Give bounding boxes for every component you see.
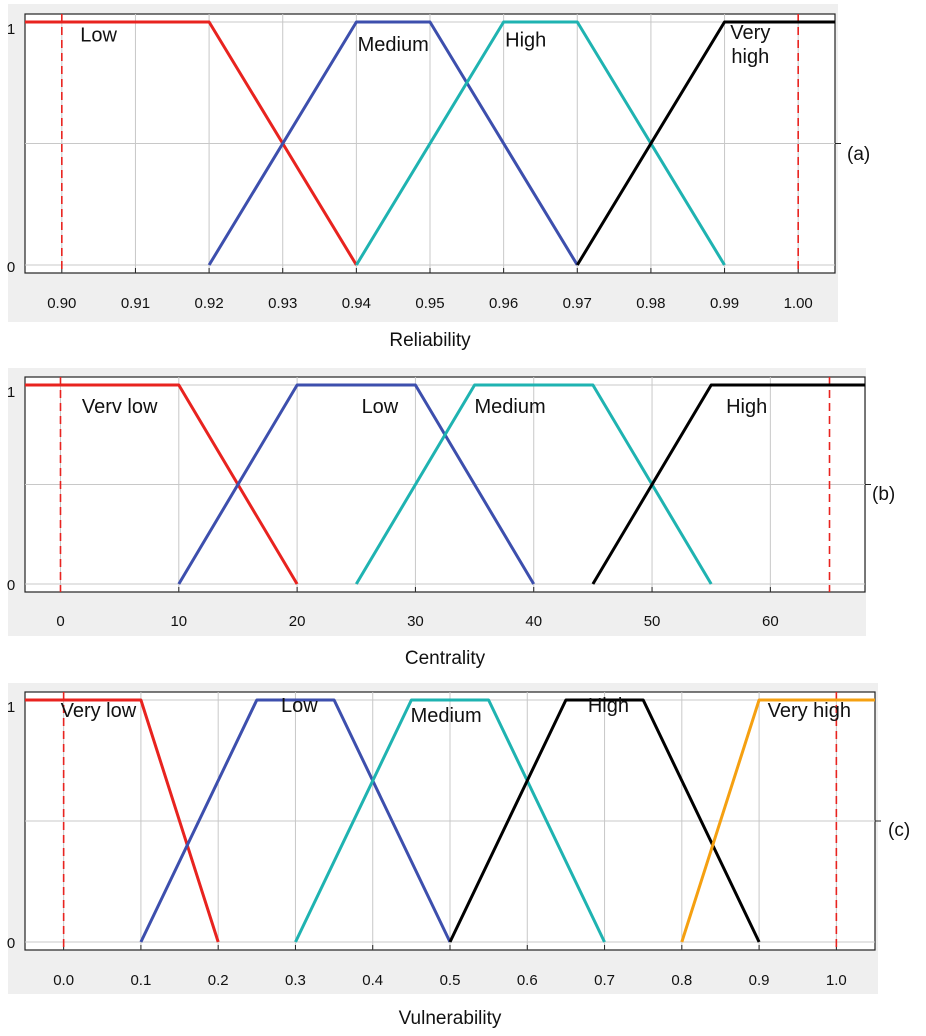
- series-line-very-low: [25, 698, 220, 943]
- series-label: Very low: [61, 700, 137, 722]
- x-tick-label: 0.92: [194, 295, 223, 312]
- x-tick-label: 0: [56, 613, 64, 630]
- x-tick-label: 50: [644, 613, 661, 630]
- series-label-line: high: [731, 46, 769, 68]
- series-label: Medium: [411, 705, 482, 727]
- x-tick-label: 30: [407, 613, 424, 630]
- series-label: Medium: [358, 34, 429, 56]
- y-tick-label: 1: [7, 21, 15, 38]
- x-tick-label: 0.90: [47, 295, 76, 312]
- series-label: Low: [80, 24, 117, 46]
- y-tick-label: 1: [7, 384, 15, 401]
- series-label: High: [505, 29, 546, 51]
- x-axis-label: Centrality: [405, 648, 486, 669]
- series-line-high: [591, 383, 865, 585]
- panel-label: (b): [872, 484, 895, 505]
- x-tick-label: 20: [289, 613, 306, 630]
- x-tick-label: 0.7: [594, 972, 615, 989]
- series-line-low: [139, 698, 452, 943]
- panel-label: (c): [888, 820, 910, 841]
- x-tick-label: 0.3: [285, 972, 306, 989]
- x-tick-label: 0.91: [121, 295, 150, 312]
- series-line-medium: [207, 20, 579, 266]
- y-tick-label: 0: [7, 935, 15, 952]
- x-tick-label: 0.98: [636, 295, 665, 312]
- x-tick-label: 0.97: [563, 295, 592, 312]
- x-tick-label: 0.2: [208, 972, 229, 989]
- chart-panel-1: 0.90 0.91 0.92 0.93 0.94 0.95 0.96 0.97 0.98 0.99…: [7, 4, 870, 351]
- x-tick-label: 1.00: [784, 295, 813, 312]
- chart-panel-3: 0.0 0.1 0.2 0.3 0.4 0.5 0.6 0.7 0.8 0.9 1.0 1 0 Very …: [7, 683, 910, 1029]
- series-line-very-high: [576, 20, 835, 266]
- x-tick-label: 40: [525, 613, 542, 630]
- x-tick-label: 0.95: [415, 295, 444, 312]
- series-label: Very high: [730, 22, 770, 68]
- series-label: High: [726, 396, 767, 418]
- x-tick-label: 0.6: [517, 972, 538, 989]
- y-tick-label: 0: [7, 259, 15, 276]
- series-line-medium: [294, 698, 606, 943]
- series-label: Verv low: [82, 396, 158, 418]
- x-tick-label: 1.0: [826, 972, 847, 989]
- series-line-very-high: [680, 698, 875, 943]
- series-label-line: Very: [730, 22, 770, 44]
- series-line-low: [25, 20, 358, 266]
- x-tick-label: 0.4: [362, 972, 383, 989]
- series-label: Medium: [475, 396, 546, 418]
- x-tick-label: 10: [170, 613, 187, 630]
- y-tick-label: 0: [7, 577, 15, 594]
- x-tick-label: 0.0: [53, 972, 74, 989]
- x-axis-label: Vulnerability: [399, 1008, 502, 1029]
- x-axis-label: Reliability: [389, 330, 471, 351]
- x-tick-label: 0.8: [671, 972, 692, 989]
- series-label: High: [588, 695, 629, 717]
- y-tick-label: 1: [7, 699, 15, 716]
- x-tick-label: 0.96: [489, 295, 518, 312]
- series-line-low: [177, 383, 535, 585]
- series-label: Low: [362, 396, 399, 418]
- series-line-high: [448, 698, 761, 943]
- x-tick-label: 0.99: [710, 295, 739, 312]
- x-tick-label: 0.93: [268, 295, 297, 312]
- series-label: Very high: [768, 700, 851, 722]
- x-tick-label: 60: [762, 613, 779, 630]
- series-line-verv-low: [25, 383, 299, 585]
- x-tick-label: 0.94: [342, 295, 371, 312]
- x-tick-label: 0.1: [130, 972, 151, 989]
- x-tick-label: 0.5: [440, 972, 461, 989]
- panel-label: (a): [847, 144, 870, 165]
- series-label: Low: [281, 695, 318, 717]
- x-tick-label: 0.9: [749, 972, 770, 989]
